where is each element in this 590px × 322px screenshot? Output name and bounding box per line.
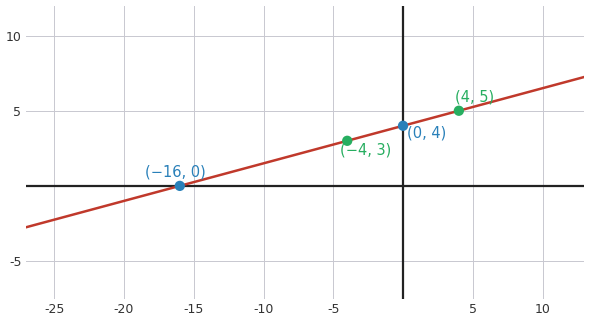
Point <box>454 108 464 113</box>
Text: (4, 5): (4, 5) <box>455 90 494 105</box>
Text: (0, 4): (0, 4) <box>407 125 447 140</box>
Point <box>398 123 408 128</box>
Text: (−4, 3): (−4, 3) <box>340 142 392 157</box>
Point <box>175 183 185 188</box>
Text: (−16, 0): (−16, 0) <box>145 165 206 180</box>
Point <box>343 138 352 143</box>
